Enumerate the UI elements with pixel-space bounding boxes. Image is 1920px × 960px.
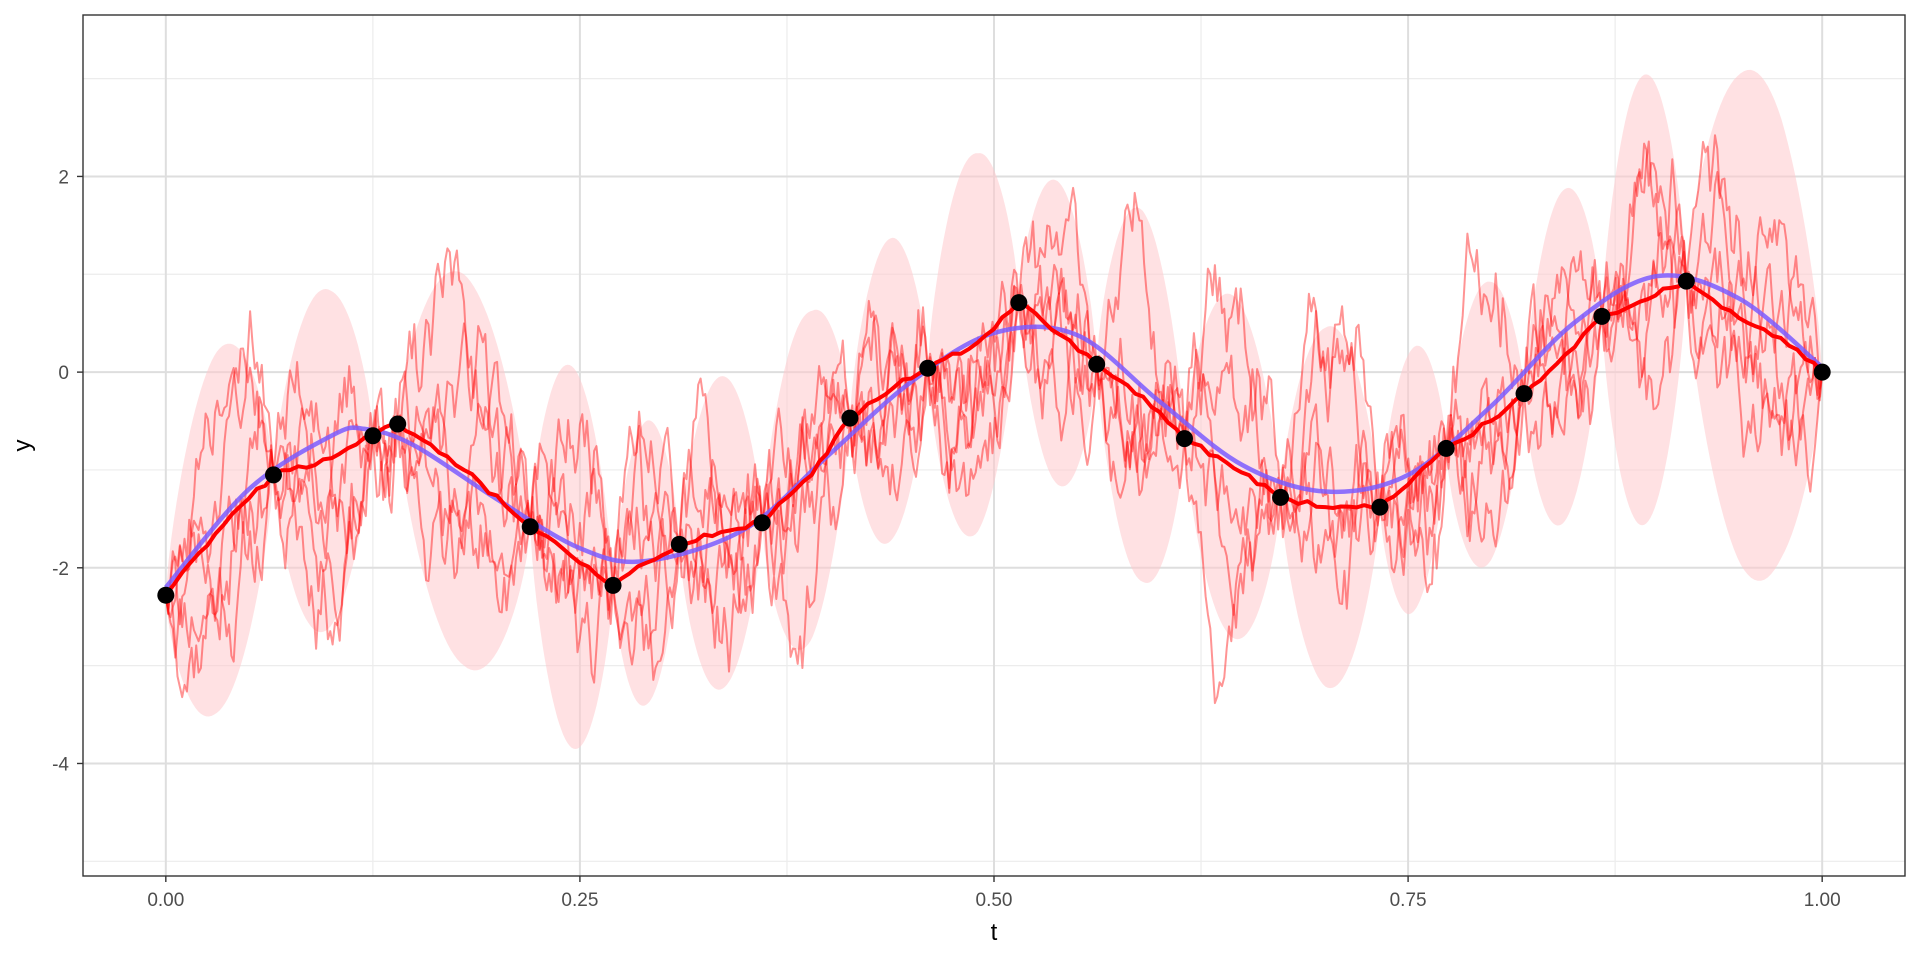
true-function [164,273,1824,589]
observation-point [1677,272,1695,290]
observation-point [1088,355,1106,373]
observation-point [753,514,771,532]
mean-path [164,279,1824,597]
observation-point [1272,488,1290,506]
x-tick-label: 1.00 [1804,890,1841,911]
observation-point [919,359,937,377]
x-tick-label: 0.25 [561,890,598,911]
y-tick-label: 2 [58,167,69,188]
observation-points [157,272,1831,604]
observation-point [604,576,622,594]
mean-path-line [164,279,1824,597]
true-function-line [164,273,1824,589]
x-axis-title: t [991,919,998,946]
observation-point [1010,294,1028,312]
observation-point [670,535,688,553]
observation-point [389,415,407,433]
observation-point [264,466,282,484]
observation-point [1371,498,1389,516]
observation-point [364,427,382,445]
observation-point [1593,307,1611,325]
y-tick-label: -2 [52,559,69,580]
x-axis-ticks: 0.00 0.25 0.50 0.75 1.00 [147,876,1841,911]
observation-point [1437,439,1455,457]
x-tick-label: 0.75 [1390,890,1427,911]
sample-path-line [164,142,1824,626]
y-tick-label: 0 [58,363,69,384]
y-axis-title: y [9,440,36,452]
sample-path-line [164,203,1824,642]
x-tick-label: 0.00 [147,890,184,911]
x-tick-label: 0.50 [976,890,1013,911]
observation-point [521,518,539,536]
observation-point [1813,363,1831,381]
y-axis-ticks: -4 -2 0 2 [52,167,83,775]
observation-point [841,409,859,427]
y-tick-label: -4 [52,754,69,775]
observation-point [1175,430,1193,448]
observation-point [157,586,175,604]
observation-point [1515,385,1533,403]
